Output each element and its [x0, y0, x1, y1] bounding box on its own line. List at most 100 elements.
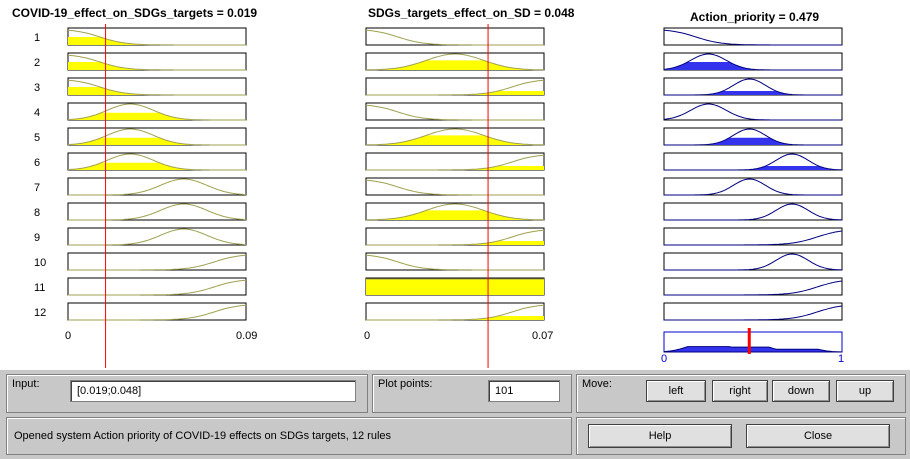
- rule-7-input2-mf-curve: [365, 179, 544, 196]
- rule-1-input1-mf-curve: [67, 29, 246, 46]
- rule-12-input2: [365, 302, 545, 321]
- move-left-button[interactable]: left: [646, 380, 706, 402]
- rule-1-input1: [67, 27, 247, 46]
- rule-number: 2: [34, 57, 40, 69]
- rule-8-input2-fired-area: [366, 210, 544, 220]
- rule-3-input1-fired-area: [68, 87, 246, 95]
- rule-11-output: [663, 277, 843, 296]
- rule-9-input1: [67, 227, 247, 246]
- rule-2-output-mf-curve: [663, 53, 842, 71]
- output-max-label: 1: [838, 353, 844, 365]
- rule-number: 8: [34, 207, 40, 219]
- rule-3-output: [663, 77, 843, 96]
- rule-12-input1-mf-curve: [68, 304, 247, 321]
- rule-6-output-fired-area: [664, 166, 842, 170]
- control-panel: Input: [0.019;0.048] Plot points: 101 Mo…: [0, 370, 910, 459]
- rule-8-output-mf-curve: [664, 203, 843, 221]
- input-panel: [6, 374, 368, 413]
- close-button[interactable]: Close: [746, 424, 890, 448]
- move-right-button[interactable]: right: [712, 380, 768, 402]
- value-cursors: [105, 24, 751, 368]
- rule-10-input1: [67, 252, 247, 271]
- rule-1-input2-mf-curve: [365, 29, 544, 46]
- move-label: Move:: [582, 378, 612, 390]
- input1-title: COVID-19_effect_on_SDGs_targets = 0.019: [12, 6, 257, 20]
- rule-8-output: [663, 202, 843, 221]
- rule-12-input1-frame: [67, 302, 247, 321]
- rule-11-input1-frame: [67, 277, 247, 296]
- help-button[interactable]: Help: [588, 424, 732, 448]
- plot-points-field[interactable]: 101: [488, 380, 560, 402]
- rule-number: 7: [34, 182, 40, 194]
- rule-4-input2-mf-curve: [365, 104, 544, 121]
- rule-11-input2-fired-area: [366, 279, 544, 295]
- rule-10-output-frame: [663, 252, 843, 271]
- rule-6-output: [663, 152, 843, 171]
- rule-11-output-mf-curve: [664, 280, 843, 296]
- rule-8-output-frame: [663, 202, 843, 221]
- move-up-button[interactable]: up: [836, 380, 894, 402]
- rule-10-output: [663, 252, 843, 271]
- rule-1-output: [663, 27, 843, 46]
- rule-number: 11: [34, 282, 45, 294]
- input1-max-label: 0.09: [236, 330, 257, 342]
- rule-5-output-mf-curve: [664, 128, 842, 146]
- rule-4-input1: [67, 102, 247, 121]
- rule-5-input2-mf-curve: [365, 128, 545, 146]
- rule-1-output-mf-curve: [663, 29, 842, 46]
- rule-9-output-frame: [663, 227, 843, 246]
- rule-8-input1-mf-curve: [68, 203, 247, 221]
- rule-11-input1-mf-curve: [68, 279, 247, 296]
- rule-3-input2-fired-area: [366, 91, 544, 95]
- rule-12-input1: [67, 302, 247, 321]
- rule-9-input2-mf-curve: [366, 229, 545, 246]
- rule-5-input1-fired-area: [68, 137, 246, 145]
- input-field[interactable]: [0.019;0.048]: [70, 380, 356, 402]
- output-min-label: 0: [661, 353, 667, 365]
- rule-4-input2-frame: [365, 102, 545, 121]
- rule-12-input2-fired-area: [366, 316, 544, 320]
- rule-2-input1-mf-curve: [67, 54, 246, 71]
- rule-6-input2: [365, 152, 545, 171]
- rule-4-output-mf-curve: [663, 103, 842, 121]
- rule-6-input2-mf-curve: [366, 154, 545, 171]
- rule-3-output-fired-area: [664, 91, 842, 95]
- input2-min-label: 0: [364, 330, 370, 342]
- rule-7-output-frame: [663, 177, 843, 196]
- input2-title: SDGs_targets_effect_on_SD = 0.048: [368, 6, 575, 20]
- input-label: Input:: [12, 378, 40, 390]
- rule-5-input2-fired-area: [366, 135, 544, 145]
- rule-3-input1: [67, 77, 247, 96]
- rule-4-input1-fired-area: [68, 112, 246, 120]
- input2-max-label: 0.07: [532, 330, 553, 342]
- rule-11-output-frame: [663, 277, 843, 296]
- rule-7-input1-mf-curve: [68, 178, 247, 196]
- rule-viewer-plot: COVID-19_effect_on_SDGs_targets = 0.019 …: [12, 6, 844, 368]
- rule-4-input2: [365, 102, 545, 121]
- rule-number: 4: [34, 107, 40, 119]
- rule-10-input2: [365, 252, 545, 271]
- move-panel: [576, 374, 906, 413]
- status-panel: [6, 417, 572, 455]
- rule-6-input1-mf-curve: [67, 153, 246, 171]
- rule-number: 6: [34, 157, 40, 169]
- rule-number: 5: [34, 132, 40, 144]
- rule-number: 9: [34, 232, 40, 244]
- rule-7-output-mf-curve: [664, 178, 842, 196]
- rule-7-input1: [67, 177, 247, 196]
- rule-12-output-mf-curve: [664, 305, 843, 321]
- rule-9-output: [663, 227, 843, 246]
- rule-9-input2: [365, 227, 545, 246]
- rule-7-input2: [365, 177, 545, 196]
- rule-8-input2-mf-curve: [365, 203, 545, 221]
- move-down-button[interactable]: down: [772, 380, 830, 402]
- rule-12-output: [663, 302, 843, 321]
- rule-10-input1-mf-curve: [68, 254, 247, 271]
- rule-12-output-frame: [663, 302, 843, 321]
- rule-3-input1-mf-curve: [67, 79, 246, 96]
- rule-2-input1-fired-area: [68, 62, 246, 70]
- input1-min-label: 0: [65, 330, 71, 342]
- rule-3-input2-mf-curve: [366, 79, 545, 96]
- rule-5-input2: [365, 127, 545, 146]
